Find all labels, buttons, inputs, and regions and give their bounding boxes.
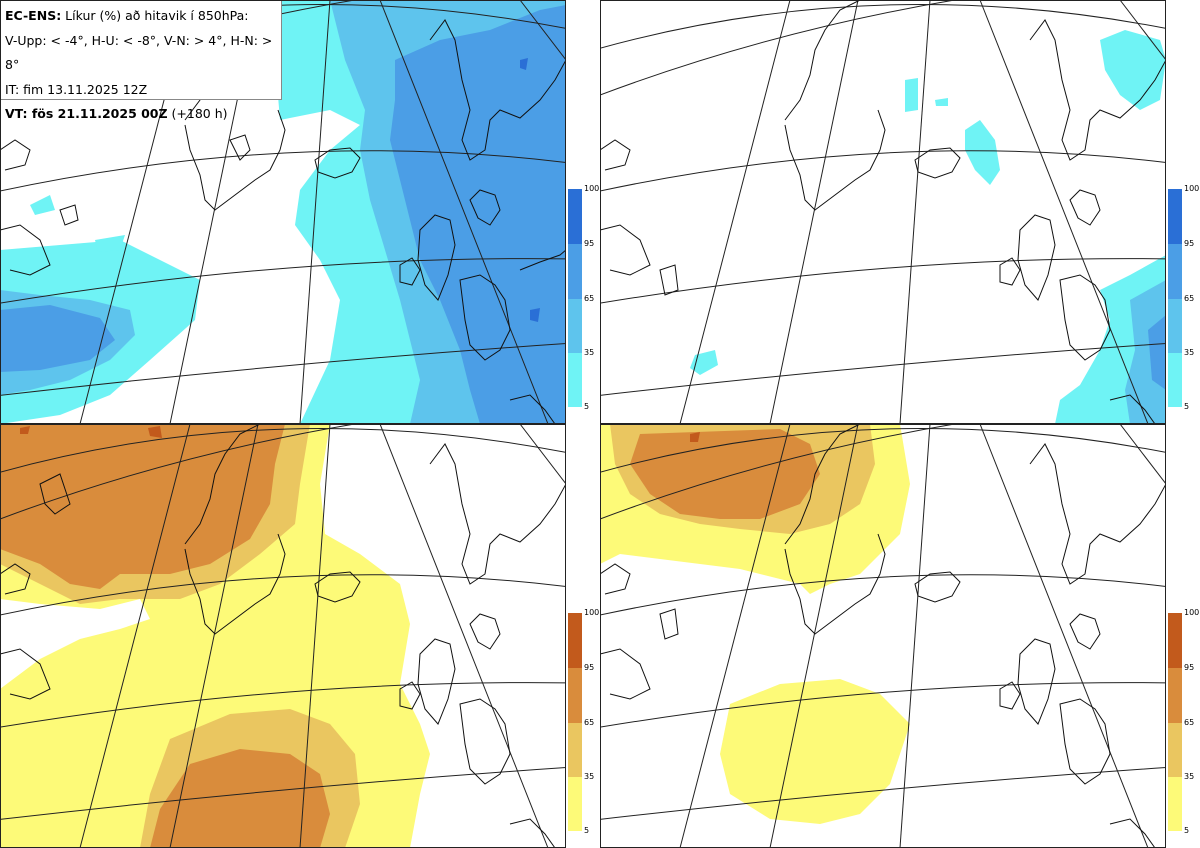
map-panel-bottom-left xyxy=(0,424,566,848)
legend-line-thresholds: V-Upp: < -4°, H-U: < -8°, V-N: > 4°, H-N… xyxy=(5,32,273,73)
colorbar-warm-bottom-left: 100 95 65 35 5 xyxy=(568,609,599,835)
map-panel-top-left: EC-ENS: Líkur (%) að hitavik í 850hPa: V… xyxy=(0,0,566,424)
legend-line-valid-time: VT: fös 21.11.2025 00Z (+180 h) xyxy=(5,106,228,121)
colorbar-tick-label: 65 xyxy=(1184,718,1195,727)
colorbar-tick-label: 100 xyxy=(1184,184,1200,193)
map-panel-bottom-right xyxy=(600,424,1166,848)
colorbar-tick-label: 95 xyxy=(1184,239,1195,248)
colorbar-tick-label: 95 xyxy=(584,663,595,672)
colorbar-tick-label: 65 xyxy=(584,718,595,727)
colorbar-tick-label: 35 xyxy=(584,348,595,357)
probability-field-top-left xyxy=(0,0,566,424)
probability-field-bottom-left xyxy=(0,424,566,848)
colorbar-cold-top-right: 100 95 65 35 5 xyxy=(1168,185,1199,411)
colorbar-tick-label: 5 xyxy=(1184,402,1190,411)
colorbar-tick-label: 100 xyxy=(584,184,600,193)
legend-line-init-time: IT: fim 13.11.2025 12Z xyxy=(5,81,148,97)
colorbar-warm-bottom-right: 100 95 65 35 5 xyxy=(1168,609,1199,835)
colorbar-tick-label: 35 xyxy=(1184,348,1195,357)
colorbar-tick-label: 5 xyxy=(584,826,590,835)
colorbar-tick-label: 5 xyxy=(584,402,590,411)
colorbar-tick-label: 95 xyxy=(584,239,595,248)
colorbar-tick-label: 65 xyxy=(584,294,595,303)
colorbar-tick-label: 5 xyxy=(1184,826,1190,835)
colorbar-tick-label: 100 xyxy=(1184,608,1200,617)
colorbar-tick-label: 35 xyxy=(1184,772,1195,781)
probability-field-top-right xyxy=(600,0,1166,424)
colorbar-tick-label: 35 xyxy=(584,772,595,781)
legend-line-model: EC-ENS: Líkur (%) að hitavik í 850hPa: xyxy=(5,8,249,23)
colorbar-tick-label: 95 xyxy=(1184,663,1195,672)
colorbar-tick-label: 65 xyxy=(1184,294,1195,303)
map-panel-top-right xyxy=(600,0,1166,424)
colorbar-tick-label: 100 xyxy=(584,608,600,617)
colorbar-cold-top-left: 100 95 65 35 5 xyxy=(568,185,599,411)
chart-legend-box: EC-ENS: Líkur (%) að hitavik í 850hPa: V… xyxy=(0,0,282,121)
probability-field-bottom-right xyxy=(600,424,1166,848)
